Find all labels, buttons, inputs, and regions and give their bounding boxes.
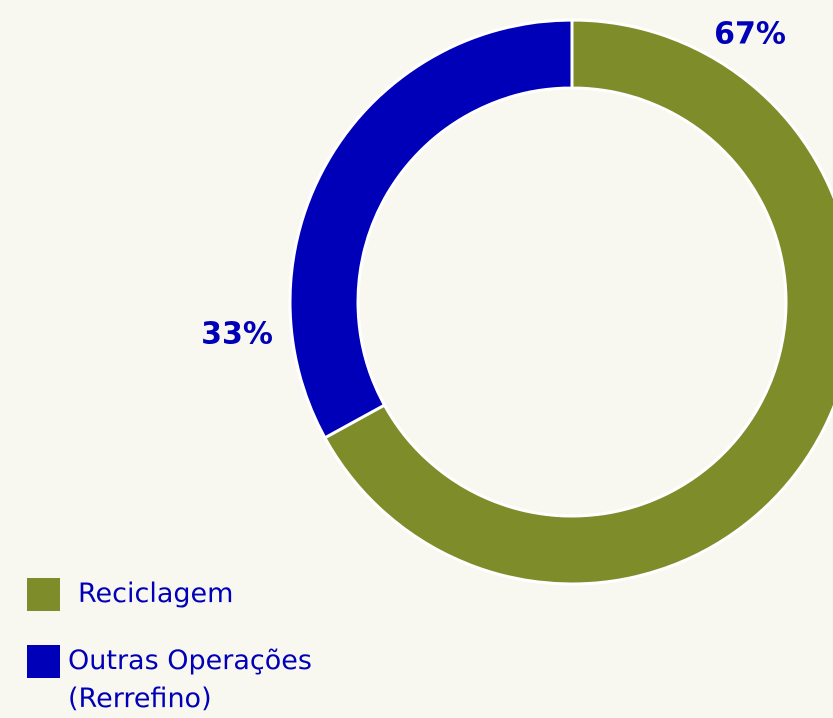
- donut-segment: [288, 18, 574, 440]
- legend-label: Reciclagem: [78, 578, 234, 609]
- legend-swatch: [27, 578, 60, 611]
- legend-item: Outras Operações (Rerrefino): [27, 645, 407, 718]
- data-label: 67%: [714, 17, 786, 52]
- legend-label: Outras Operações (Rerrefino): [68, 645, 312, 714]
- donut-segment: [322, 18, 833, 586]
- legend-item: Reciclagem: [27, 578, 407, 613]
- data-label: 33%: [201, 317, 273, 352]
- legend-swatch: [27, 645, 60, 678]
